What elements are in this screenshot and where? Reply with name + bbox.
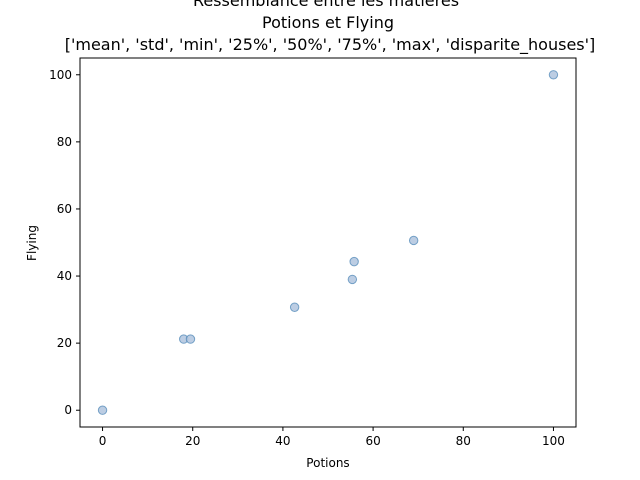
x-axis-label: Potions [306,456,349,470]
y-axis-label: Flying [25,225,39,261]
x-tick-label: 40 [275,434,290,448]
y-axis-ticks: 0 20 40 60 80 100 [49,68,80,417]
x-tick-label: 20 [185,434,200,448]
y-tick-label: 0 [64,403,72,417]
data-points [97,70,559,415]
x-axis-ticks: 0 20 40 60 80 100 [99,427,565,448]
scatter-point [97,405,108,415]
y-tick-label: 100 [49,68,72,82]
scatter-point [185,334,196,344]
x-tick-label: 0 [99,434,107,448]
chart-title-line-3: ['mean', 'std', 'min', '25%', '50%', '75… [65,35,596,55]
scatter-point [548,70,559,80]
scatter-point [289,302,300,312]
x-tick-label: 60 [365,434,380,448]
y-tick-label: 80 [57,135,72,149]
x-tick-label: 100 [542,434,565,448]
scatter-point [347,274,358,285]
chart-title-line-2: Potions et Flying [262,13,394,32]
scatter-point [408,235,419,246]
x-tick-label: 80 [456,434,471,448]
chart-title-line-1: Ressemblance entre les matières [193,0,459,10]
scatter-point [349,256,359,267]
y-tick-label: 40 [57,269,72,283]
plot-area [79,57,577,428]
y-tick-label: 20 [57,336,72,350]
y-tick-label: 60 [57,202,72,216]
